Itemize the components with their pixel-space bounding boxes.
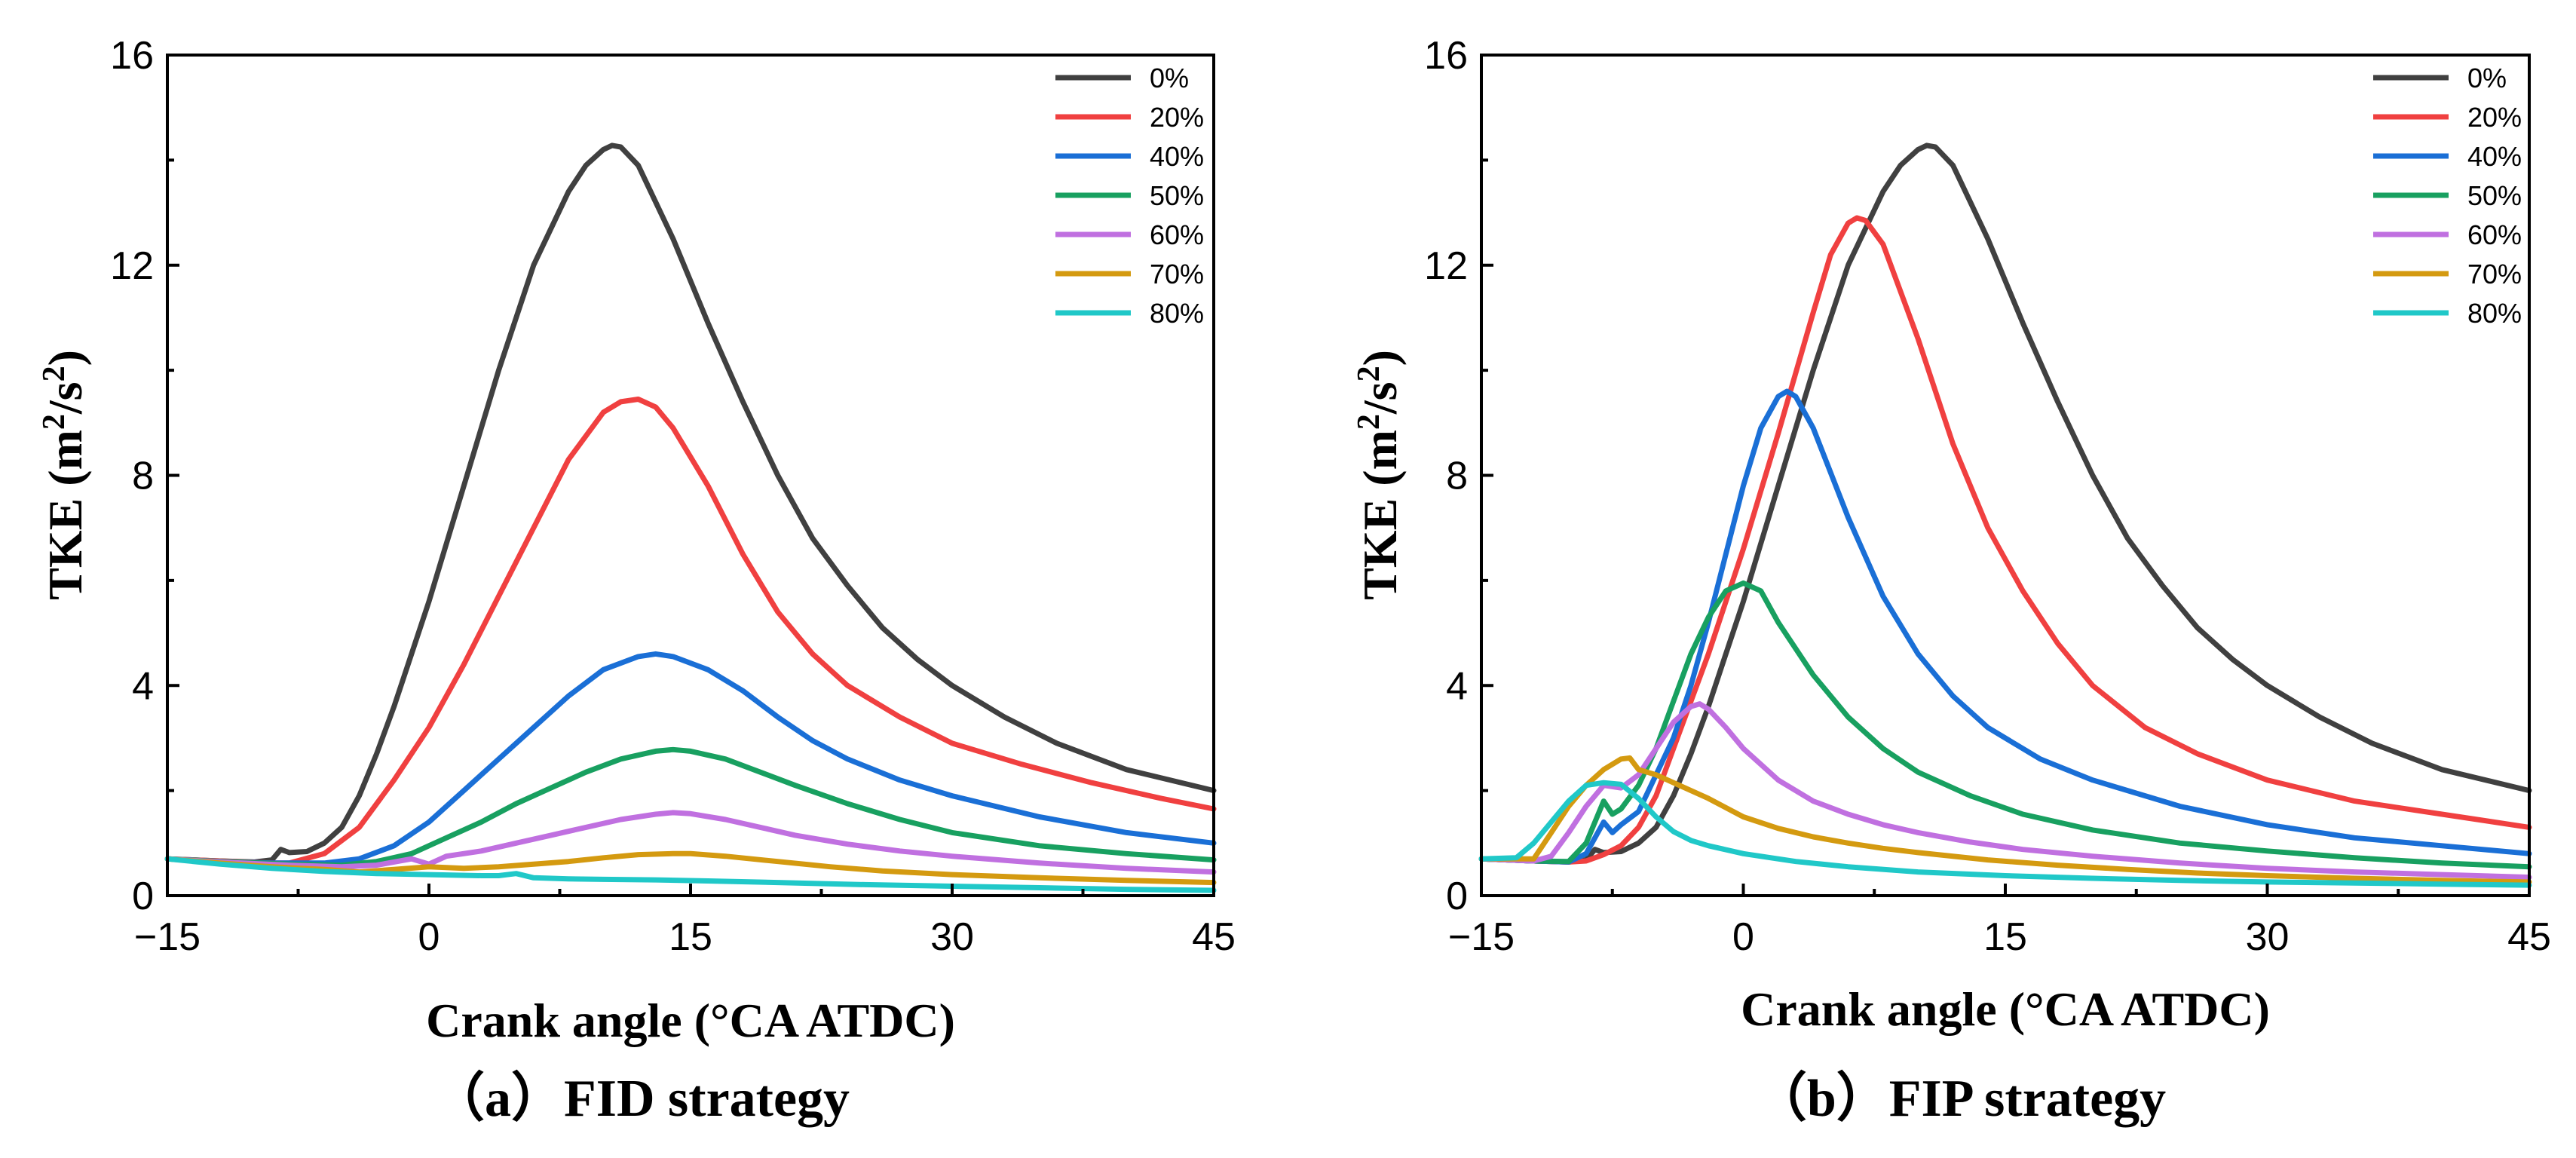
panel-b-legend-label: 60% — [2467, 219, 2522, 250]
panel-b-y-tick-label: 16 — [1424, 34, 1468, 78]
panel-b-legend: 0% 20% 40% 50% 60% 70% 80% — [2373, 63, 2522, 329]
panel-b-series-50pct — [1478, 580, 2532, 870]
panel-a-caption: （a）FID strategy — [432, 1069, 850, 1128]
panel-b-legend-label: 0% — [2467, 63, 2507, 93]
panel-b-x-tick-label: −15 — [1448, 915, 1515, 959]
panel-a-legend-label: 50% — [1150, 180, 1204, 211]
panel-b-x-tick-label: 15 — [1983, 915, 2027, 959]
panel-a-y-axis-label: TKE (m2/s2) — [37, 350, 92, 600]
panel-b-y-tick-label: 8 — [1446, 455, 1468, 498]
panel-b-legend-label: 20% — [2467, 102, 2522, 133]
panel-b-series-60pct — [1478, 701, 2532, 881]
panel-a-x-tick-label: 0 — [418, 915, 440, 959]
panel-a-x-tick-label: −15 — [134, 915, 201, 959]
panel-a-y-tick-label: 12 — [110, 244, 154, 288]
panel-a-legend-label: 0% — [1150, 63, 1189, 93]
panel-a-series-lines — [164, 142, 1217, 893]
panel-b-series-0pct — [1478, 142, 2532, 865]
panel-b-legend-label: 80% — [2467, 298, 2522, 329]
panel-b-x-tick-label: 0 — [1732, 915, 1754, 959]
panel-a-series-60pct — [164, 810, 1217, 875]
panel-b-series-40pct — [1478, 388, 2532, 865]
panel-a-x-axis-label: Crank angle (°CA ATDC) — [426, 994, 955, 1047]
panel-a-y-tick-label: 4 — [132, 664, 154, 708]
panel-b-series-80pct — [1478, 780, 2532, 888]
panel-a-x-tick-label: 15 — [669, 915, 712, 959]
panel-a-series-0pct — [164, 142, 1217, 865]
panel-b-x-tick-label: 30 — [2246, 915, 2290, 959]
panel-b-caption: （b）FIP strategy — [1754, 1069, 2166, 1128]
panel-a-series-50pct — [164, 746, 1217, 868]
panel-a-legend-label: 80% — [1150, 298, 1204, 329]
panel-a-x-tick-label: 30 — [930, 915, 974, 959]
panel-a-plot-frame — [166, 54, 1215, 897]
panel-a-series-20pct — [164, 397, 1217, 866]
panel-a-legend: 0% 20% 40% 50% 60% 70% 80% — [1055, 63, 1204, 329]
panel-b-x-axis-label: Crank angle (°CA ATDC) — [1741, 982, 2270, 1036]
panel-b-legend-label: 70% — [2467, 259, 2522, 290]
panel-a-legend-label: 40% — [1150, 141, 1204, 172]
panel-b-y-tick-label: 0 — [1446, 875, 1468, 918]
panel-a-legend-label: 60% — [1150, 219, 1204, 250]
panel-b-x-tick-label: 45 — [2507, 915, 2551, 959]
panel-a-y-tick-label: 0 — [132, 875, 154, 918]
panel-b-y-tick-label: 12 — [1424, 244, 1468, 288]
panel-a-y-tick-label: 16 — [110, 34, 154, 78]
panel-a-x-tick-label: 45 — [1192, 915, 1236, 959]
panel-a-series-40pct — [164, 651, 1217, 866]
panel-b-series-20pct — [1478, 215, 2532, 865]
panel-a-y-tick-label: 8 — [132, 455, 154, 498]
panel-a-legend-label: 20% — [1150, 102, 1204, 133]
panel-b-legend-label: 40% — [2467, 141, 2522, 172]
panel-b-y-tick-label: 4 — [1446, 664, 1468, 708]
panel-b-legend-label: 50% — [2467, 180, 2522, 211]
panel-a-legend-label: 70% — [1150, 259, 1204, 290]
panel-b-y-axis-label: TKE (m2/s2) — [1352, 350, 1407, 600]
panel-b-series-lines — [1478, 142, 2532, 888]
panel-a-series-80pct — [164, 856, 1217, 893]
